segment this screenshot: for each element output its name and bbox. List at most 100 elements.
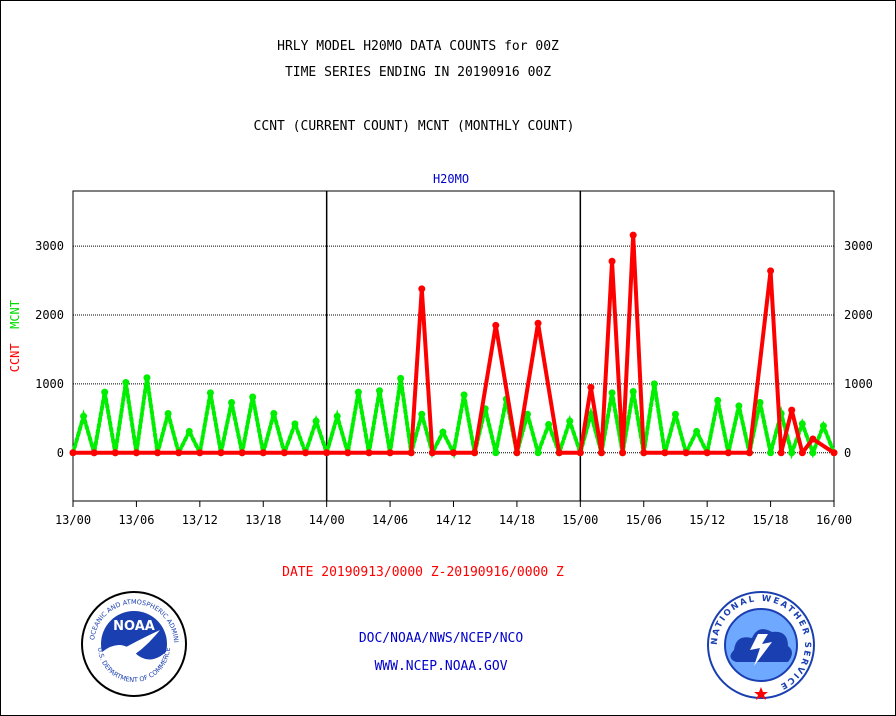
nws-logo: NATIONAL WEATHER SERVICE bbox=[707, 591, 815, 700]
y-tick-label-right: 3000 bbox=[844, 239, 873, 253]
data-point-mcnt bbox=[714, 396, 722, 404]
data-point-mcnt bbox=[439, 428, 447, 436]
plot-title: H20MO bbox=[432, 172, 470, 186]
data-point-mcnt bbox=[523, 410, 531, 418]
x-tick-label: 13/00 bbox=[55, 513, 91, 527]
data-point-ccnt bbox=[597, 449, 605, 457]
data-point-mcnt bbox=[101, 388, 109, 396]
x-tick-label: 15/12 bbox=[689, 513, 725, 527]
data-point-ccnt bbox=[703, 449, 711, 457]
data-point-mcnt bbox=[671, 410, 679, 418]
x-tick-label: 13/18 bbox=[245, 513, 281, 527]
data-point-ccnt bbox=[576, 449, 584, 457]
data-point-mcnt bbox=[164, 410, 172, 418]
data-point-mcnt bbox=[354, 388, 362, 396]
data-point-ccnt bbox=[111, 449, 119, 457]
data-point-ccnt bbox=[629, 231, 637, 239]
data-point-mcnt bbox=[693, 427, 701, 435]
data-point-ccnt bbox=[175, 449, 183, 457]
x-tick-label: 14/18 bbox=[499, 513, 535, 527]
data-point-mcnt bbox=[545, 421, 553, 429]
data-point-ccnt bbox=[418, 285, 426, 293]
data-point-ccnt bbox=[280, 449, 288, 457]
data-point-ccnt bbox=[745, 449, 753, 457]
data-point-ccnt bbox=[587, 383, 595, 391]
series-line-mcnt bbox=[71, 377, 836, 460]
data-point-ccnt bbox=[534, 319, 542, 327]
data-point-mcnt bbox=[270, 410, 278, 418]
x-tick-label: 15/00 bbox=[562, 513, 598, 527]
credit-org: DOC/NOAA/NWS/NCEP/NCO bbox=[358, 631, 524, 646]
data-point-ccnt bbox=[217, 449, 225, 457]
data-point-mcnt bbox=[249, 393, 257, 401]
data-point-ccnt bbox=[407, 449, 415, 457]
data-point-ccnt bbox=[513, 449, 521, 457]
data-point-ccnt bbox=[323, 449, 331, 457]
data-point-ccnt bbox=[492, 321, 500, 329]
x-tick-label: 15/18 bbox=[753, 513, 789, 527]
data-point-ccnt bbox=[344, 449, 352, 457]
x-tick-label: 14/12 bbox=[435, 513, 471, 527]
data-point-mcnt bbox=[312, 417, 320, 425]
data-point-ccnt bbox=[132, 449, 140, 457]
data-point-mcnt bbox=[333, 412, 341, 420]
x-tick-label: 15/06 bbox=[626, 513, 662, 527]
data-point-mcnt bbox=[376, 387, 384, 395]
y-tick-label-left: 1000 bbox=[35, 377, 64, 391]
data-point-mcnt bbox=[608, 389, 616, 397]
noaa-logo-text: NOAA bbox=[113, 619, 155, 634]
x-tick-label: 13/12 bbox=[182, 513, 218, 527]
data-point-mcnt bbox=[418, 410, 426, 418]
data-point-mcnt bbox=[735, 402, 743, 410]
data-point-ccnt bbox=[259, 449, 267, 457]
chart-title-line1: HRLY MODEL H20MO DATA COUNTS for 00Z bbox=[277, 39, 559, 54]
x-tick-label: 16/00 bbox=[816, 513, 852, 527]
data-point-ccnt bbox=[809, 435, 817, 443]
data-point-mcnt bbox=[798, 420, 806, 428]
data-point-ccnt bbox=[608, 257, 616, 265]
y-tick-label-left: 0 bbox=[57, 446, 64, 460]
series-line-ccnt bbox=[73, 233, 836, 455]
x-tick-label: 13/06 bbox=[118, 513, 154, 527]
y-tick-label-left: 3000 bbox=[35, 239, 64, 253]
data-point-ccnt bbox=[302, 449, 310, 457]
data-point-mcnt bbox=[397, 374, 405, 382]
data-point-mcnt bbox=[206, 389, 214, 397]
x-tick-label: 14/06 bbox=[372, 513, 408, 527]
data-point-mcnt bbox=[460, 391, 468, 399]
data-point-mcnt bbox=[587, 410, 595, 418]
data-point-ccnt bbox=[777, 449, 785, 457]
data-point-mcnt bbox=[492, 449, 500, 457]
data-point-mcnt bbox=[185, 427, 193, 435]
data-point-ccnt bbox=[798, 449, 806, 457]
data-point-ccnt bbox=[767, 267, 775, 275]
data-point-mcnt bbox=[122, 379, 130, 387]
chart-subtitle: CCNT (CURRENT COUNT) MCNT (MONTHLY COUNT… bbox=[253, 119, 575, 134]
data-point-mcnt bbox=[80, 412, 88, 420]
data-point-mcnt bbox=[143, 374, 151, 382]
data-point-ccnt bbox=[450, 449, 457, 457]
data-point-mcnt bbox=[809, 449, 817, 457]
y-tick-label-right: 2000 bbox=[844, 308, 873, 322]
chart-title-line2: TIME SERIES ENDING IN 20190916 00Z bbox=[284, 65, 552, 80]
date-range-label: DATE 20190913/0000 Z-20190916/0000 Z bbox=[282, 565, 564, 580]
y-tick-label-right: 1000 bbox=[844, 377, 873, 391]
data-point-ccnt bbox=[682, 449, 690, 457]
data-point-ccnt bbox=[724, 449, 732, 457]
data-point-mcnt bbox=[629, 387, 637, 395]
data-point-ccnt bbox=[196, 449, 204, 457]
data-point-mcnt bbox=[566, 417, 574, 425]
data-point-ccnt bbox=[386, 449, 394, 457]
data-point-mcnt bbox=[650, 380, 658, 388]
data-point-mcnt bbox=[756, 398, 764, 406]
data-point-mcnt bbox=[767, 449, 775, 457]
y-tick-label-left: 2000 bbox=[35, 308, 64, 322]
data-point-ccnt bbox=[69, 449, 77, 457]
data-point-mcnt bbox=[788, 449, 796, 457]
noaa-logo: NOAA NATIONAL OCEANIC AND ATMOSPHERIC AD… bbox=[80, 590, 187, 697]
data-point-ccnt bbox=[365, 449, 373, 457]
data-point-ccnt bbox=[555, 449, 563, 457]
data-point-ccnt bbox=[238, 449, 246, 457]
data-point-ccnt bbox=[90, 449, 98, 457]
